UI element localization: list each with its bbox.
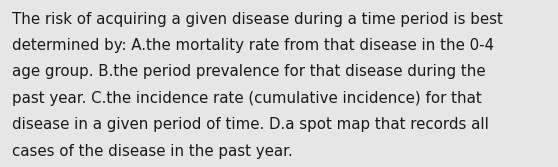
Text: cases of the disease in the past year.: cases of the disease in the past year. (12, 144, 293, 159)
Text: The risk of acquiring a given disease during a time period is best: The risk of acquiring a given disease du… (12, 12, 503, 27)
Text: disease in a given period of time. D.a spot map that records all: disease in a given period of time. D.a s… (12, 117, 489, 132)
Text: past year. C.the incidence rate (cumulative incidence) for that: past year. C.the incidence rate (cumulat… (12, 91, 482, 106)
Text: age group. B.the period prevalence for that disease during the: age group. B.the period prevalence for t… (12, 64, 486, 79)
Text: determined by: A.the mortality rate from that disease in the 0-4: determined by: A.the mortality rate from… (12, 38, 494, 53)
